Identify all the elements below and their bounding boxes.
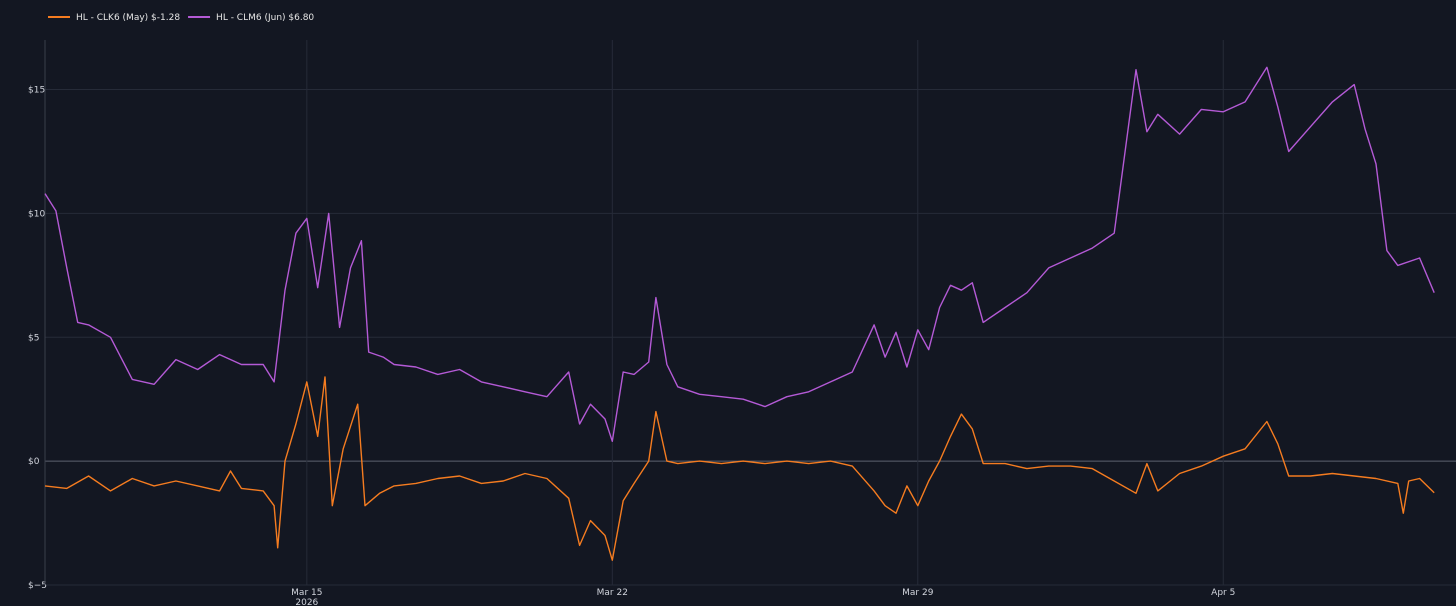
series-line-1 <box>44 376 1435 561</box>
y-tick-label: $−5 <box>28 581 47 591</box>
legend-label-2: HL - CLM6 (Jun) $6.80 <box>216 13 314 23</box>
series-line-2 <box>44 66 1435 442</box>
legend: HL - CLK6 (May) $-1.28 HL - CLM6 (Jun) $6… <box>48 13 314 23</box>
x-tick-label: Mar 22 <box>597 588 628 598</box>
grid <box>45 40 1456 586</box>
y-tick-label: $10 <box>28 209 45 219</box>
y-tick-label: $15 <box>28 86 45 96</box>
x-tick-label: Mar 15 <box>291 588 322 598</box>
x-tick-label: Mar 29 <box>902 588 934 598</box>
x-tick-sublabel: 2026 <box>295 598 318 606</box>
series-lines <box>44 66 1435 561</box>
y-tick-label: $0 <box>28 457 40 467</box>
x-tick-label: Apr 5 <box>1211 588 1235 598</box>
y-tick-label: $5 <box>28 333 39 343</box>
legend-label-1: HL - CLK6 (May) $-1.28 <box>76 13 180 23</box>
